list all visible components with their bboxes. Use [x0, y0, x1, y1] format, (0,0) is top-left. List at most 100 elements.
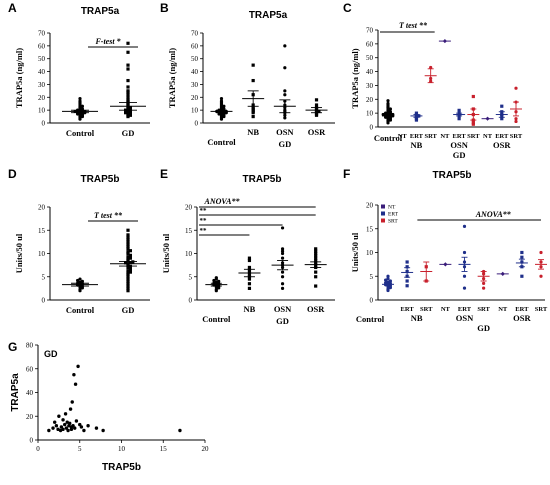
data-point	[76, 364, 80, 369]
y-tick-label: 20	[366, 202, 374, 210]
y-tick-label: 80	[26, 342, 34, 350]
subgroup-label: NT	[483, 133, 493, 140]
category-label: OSR	[307, 304, 325, 314]
y-tick-label: 70	[366, 27, 374, 35]
data-point	[247, 282, 252, 286]
data-point	[386, 101, 390, 106]
group-label: GD	[278, 139, 291, 149]
y-tick-label: 15	[366, 225, 374, 233]
y-tick-label: 40	[26, 389, 34, 397]
data-point	[314, 256, 318, 260]
data-point	[520, 274, 524, 278]
panel-letter: E	[160, 167, 168, 181]
data-point	[126, 95, 130, 99]
data-point	[283, 66, 287, 70]
data-point	[251, 78, 255, 83]
data-point	[126, 98, 130, 102]
data-point	[414, 111, 419, 115]
subgroup-label: NT	[398, 133, 408, 140]
data-point	[51, 426, 55, 430]
data-point	[126, 250, 130, 254]
data-point	[500, 117, 504, 121]
data-point	[457, 117, 461, 121]
data-point	[126, 255, 130, 259]
data-point	[212, 278, 216, 283]
data-point	[251, 63, 255, 67]
subgroup-label: SRT	[535, 306, 548, 313]
y-tick-label: 30	[38, 81, 46, 89]
data-point	[126, 235, 130, 239]
y-tick-label: 10	[191, 107, 199, 115]
y-tick-label: 40	[38, 68, 46, 76]
data-point	[74, 419, 79, 423]
subgroup-label: ERT	[495, 133, 509, 140]
significance-annotation: T test **	[94, 211, 123, 220]
data-point	[71, 424, 75, 428]
data-point	[283, 44, 287, 48]
legend-label: ERT	[388, 212, 399, 218]
data-point	[386, 274, 390, 278]
data-point	[126, 93, 130, 97]
panel-g: G 0 5 10 15 20 0 20 40 60 80 GD TRAP5b TRAP5a	[8, 340, 209, 473]
y-tick-label: 20	[185, 204, 193, 212]
data-point	[514, 86, 518, 90]
data-point	[384, 278, 388, 282]
data-point	[128, 270, 132, 274]
data-point	[126, 78, 130, 83]
y-tick-label: 60	[26, 365, 34, 373]
group-label: NB	[411, 313, 423, 323]
category-label: NB	[247, 127, 259, 137]
group-label: GD	[477, 323, 490, 333]
y-tick-label: 60	[38, 42, 46, 50]
data-point	[314, 254, 318, 258]
y-tick-label: 10	[38, 107, 46, 115]
panel-a: A TRAP5a 0 10 20 30 40 50 60 70 TRAP5a (ng/ml) Cont…	[8, 1, 150, 138]
y-tick-label: 60	[366, 40, 374, 48]
y-tick-label: 5	[370, 273, 374, 281]
data-point	[314, 270, 318, 274]
data-point	[86, 424, 90, 428]
data-point	[128, 249, 132, 253]
group-label: OSR	[513, 313, 531, 323]
data-point	[126, 237, 130, 242]
y-axis-title: Units/50 ul	[350, 232, 360, 272]
y-tick-label: 0	[42, 120, 46, 128]
anova-annotation: ANOVA**	[204, 197, 241, 206]
data-point	[128, 256, 132, 260]
y-tick-label: 20	[191, 94, 199, 102]
data-point	[126, 269, 130, 273]
data-point	[73, 382, 78, 386]
data-point	[280, 286, 285, 290]
data-point	[54, 424, 59, 428]
data-point	[247, 286, 252, 290]
data-point	[283, 93, 287, 97]
y-tick-label: 60	[191, 42, 199, 50]
y-tick-label: 0	[189, 297, 193, 305]
data-point	[280, 226, 285, 230]
data-point	[78, 422, 82, 427]
data-point	[462, 250, 467, 255]
data-point	[126, 242, 130, 246]
y-tick-label: 10	[185, 250, 193, 258]
data-point	[126, 240, 130, 244]
data-point	[280, 256, 285, 260]
category-label: Control	[356, 314, 385, 324]
data-point	[178, 428, 182, 433]
data-point	[124, 261, 128, 265]
data-point	[80, 104, 84, 108]
data-point	[64, 426, 69, 430]
data-point	[78, 277, 82, 281]
data-point	[222, 107, 226, 111]
data-point	[128, 264, 132, 269]
data-point	[314, 251, 318, 256]
panel-b: B TRAP5a 0 10 20 30 40 50 60 70 TRAP5a (ng/ml) Cont…	[160, 1, 335, 149]
data-point	[78, 99, 82, 103]
panel-title: TRAP5a	[81, 6, 120, 17]
subgroup-label: NT	[498, 306, 508, 313]
data-point	[78, 96, 82, 101]
data-point	[126, 284, 130, 288]
data-point	[126, 244, 130, 249]
subgroup-label: SRT	[420, 306, 433, 313]
